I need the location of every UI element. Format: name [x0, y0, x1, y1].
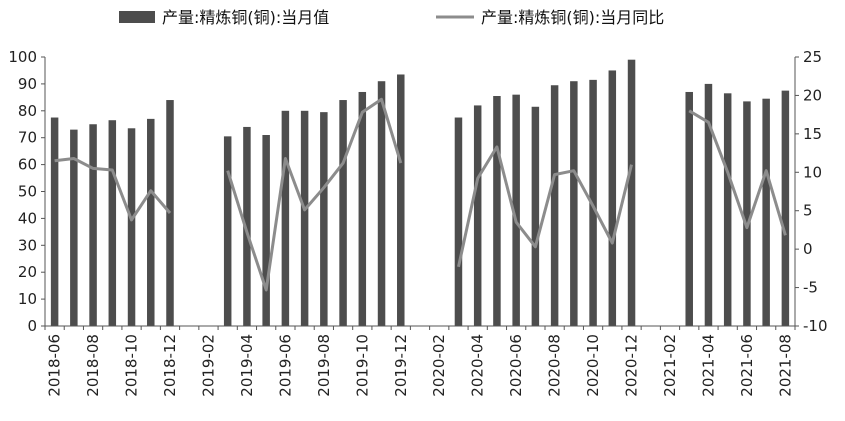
y-left-tick-label: 20: [18, 263, 37, 281]
y-left-tick-label: 30: [18, 236, 37, 254]
bar: [454, 117, 463, 327]
series-line: [688, 109, 787, 236]
y-left-tick-label: 70: [18, 129, 37, 147]
bar: [166, 100, 174, 326]
bar: [743, 101, 751, 326]
bar: [127, 128, 136, 326]
legend-line-label: 产量:精炼铜(铜):当月同比: [481, 8, 664, 27]
bar: [781, 90, 790, 326]
y-right-tick-label: 10: [803, 163, 822, 181]
bar: [762, 98, 770, 326]
x-tick-label: 2021-04: [699, 334, 717, 397]
bar: [550, 85, 559, 327]
bar: [108, 120, 117, 326]
bar: [570, 81, 578, 327]
bar: [320, 112, 328, 327]
x-tick-label: 2019-02: [199, 334, 217, 397]
y-left-tick-label: 90: [18, 75, 37, 93]
x-tick-label: 2019-04: [238, 334, 256, 397]
x-tick-label: 2021-08: [776, 334, 794, 397]
bar: [223, 136, 232, 326]
y-right-tick-label: 15: [803, 125, 822, 143]
x-tick-label: 2019-06: [276, 334, 294, 397]
bars: [50, 59, 790, 327]
x-tick-label: 2019-10: [353, 334, 371, 397]
x-tick-label: 2020-04: [469, 334, 487, 397]
series-line: [226, 97, 403, 292]
bar: [377, 81, 386, 327]
bar: [300, 110, 309, 326]
x-tick-label: 2019-08: [315, 334, 333, 397]
y-left-tick-label: 60: [18, 156, 37, 174]
x-tick-label: 2020-02: [430, 334, 448, 397]
axes: [44, 57, 796, 327]
legend: 产量:精炼铜(铜):当月值 产量:精炼铜(铜):当月同比: [119, 8, 664, 27]
bar: [685, 91, 693, 326]
y-left-tick-label: 10: [18, 290, 37, 308]
x-tick-label: 2021-06: [738, 334, 756, 397]
bar: [70, 129, 78, 326]
bar: [473, 105, 482, 326]
x-tick-label: 2018-06: [46, 334, 64, 397]
bar: [493, 96, 501, 326]
bar: [262, 135, 270, 326]
y-right-tick-label: -10: [803, 317, 828, 335]
y-right-tick-label: -5: [803, 279, 818, 297]
bar: [723, 93, 732, 326]
ticks: 0 10 20 30 40 50 60 70 80 90 100 -10 -5 0 5 10 15 20 25 201…: [8, 48, 827, 397]
x-tick-label: 2020-08: [546, 334, 564, 397]
y-left-tick-label: 100: [8, 48, 37, 66]
x-tick-label: 2018-12: [161, 334, 179, 397]
legend-bar-swatch: [119, 11, 155, 23]
legend-bar-label: 产量:精炼铜(铜):当月值: [162, 8, 329, 27]
y-left-tick-label: 80: [18, 102, 37, 120]
series-line: [54, 157, 172, 222]
bar: [531, 106, 540, 326]
y-right-tick-label: 5: [803, 202, 813, 220]
x-tick-label: 2018-10: [123, 334, 141, 397]
x-tick-label: 2019-12: [392, 334, 410, 397]
bar: [397, 74, 405, 326]
x-tick-label: 2018-08: [84, 334, 102, 397]
x-tick-label: 2021-02: [661, 334, 679, 397]
series-line: [457, 145, 633, 268]
bar: [512, 94, 520, 326]
bar: [243, 126, 251, 326]
bar: [339, 100, 347, 326]
bar: [50, 117, 59, 327]
x-tick-label: 2020-06: [507, 334, 525, 397]
y-right-tick-label: 20: [803, 86, 822, 104]
y-left-tick-label: 0: [27, 317, 37, 335]
y-left-tick-label: 40: [18, 209, 37, 227]
bar: [89, 124, 97, 326]
y-left-tick-label: 50: [18, 183, 37, 201]
x-tick-label: 2020-10: [584, 334, 602, 397]
y-right-tick-label: 0: [803, 240, 813, 258]
bar: [608, 70, 617, 326]
y-right-tick-label: 25: [803, 48, 822, 66]
x-tick-label: 2020-12: [623, 334, 641, 397]
bar: [627, 59, 636, 326]
bar: [358, 91, 367, 326]
bar: [281, 110, 290, 326]
line-layer: [54, 97, 787, 292]
bar: [704, 83, 713, 327]
bar: [147, 118, 155, 327]
